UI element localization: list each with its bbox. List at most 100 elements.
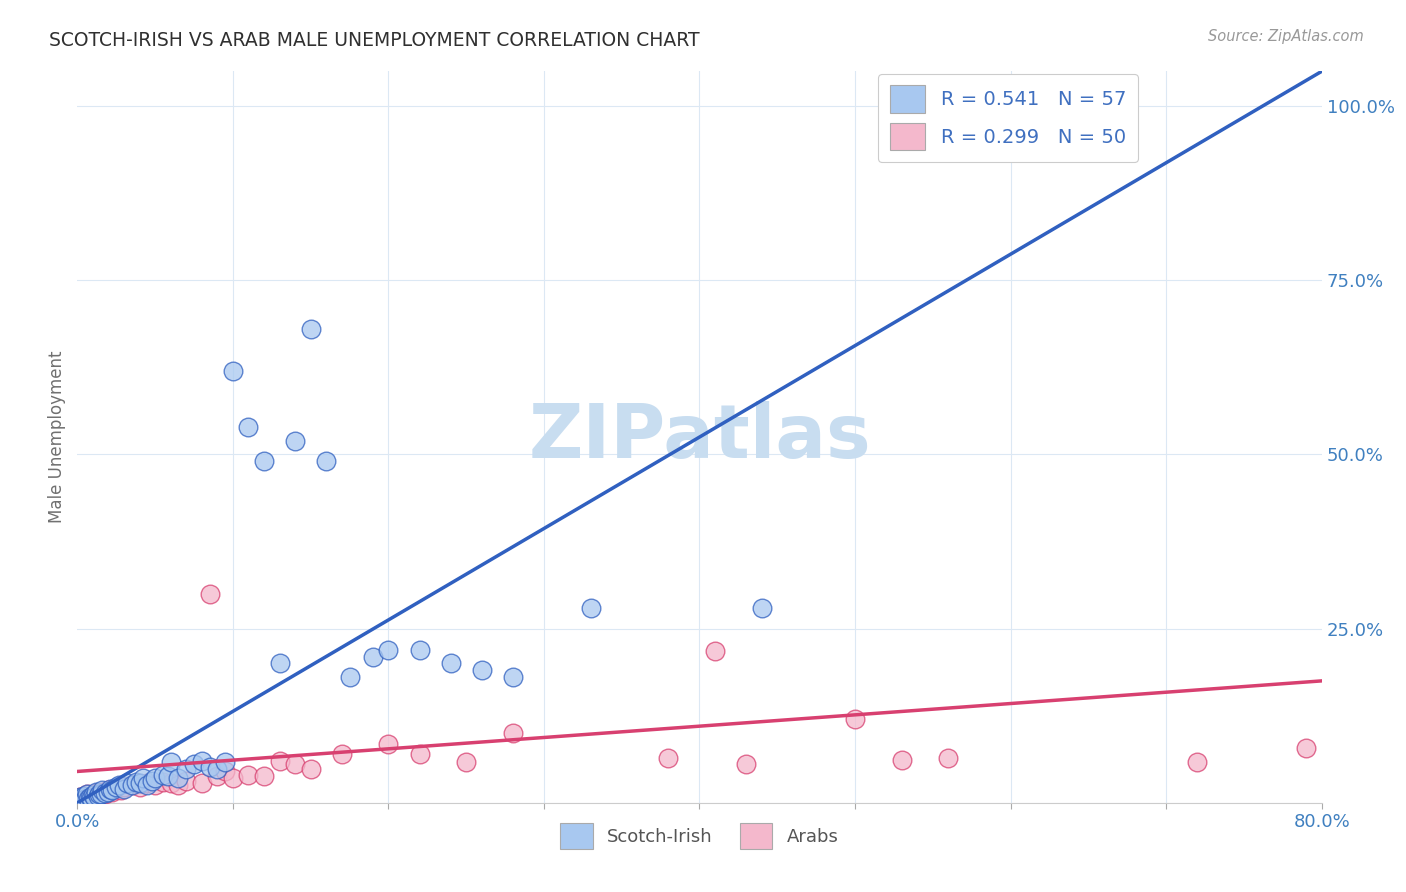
Point: [112, 781, 135, 796]
Point: [141, 773, 163, 788]
Point: [67, 792, 90, 806]
Point: [408, 642, 430, 657]
Point: [94, 787, 117, 801]
Point: [72, 789, 94, 803]
Point: [330, 747, 353, 761]
Point: [152, 775, 174, 789]
Point: [183, 757, 205, 772]
Point: [159, 776, 181, 790]
Point: [83, 790, 105, 805]
Point: [97, 783, 120, 797]
Point: [98, 781, 121, 796]
Point: [80, 791, 103, 805]
Point: [152, 768, 174, 782]
Point: [110, 783, 132, 797]
Point: [207, 769, 229, 783]
Point: [253, 769, 276, 783]
Point: [299, 763, 322, 777]
Point: [936, 750, 959, 764]
Point: [361, 649, 384, 664]
Point: [190, 776, 214, 790]
Point: [121, 778, 143, 792]
Point: [82, 788, 104, 802]
Point: [79, 789, 101, 804]
Point: [90, 788, 112, 802]
Point: [844, 712, 866, 726]
Point: [70, 793, 93, 807]
Point: [657, 750, 679, 764]
Point: [128, 776, 150, 790]
Point: [115, 776, 138, 790]
Point: [214, 764, 236, 779]
Point: [84, 786, 107, 800]
Point: [80, 791, 103, 805]
Point: [198, 759, 221, 773]
Point: [1295, 741, 1317, 756]
Point: [75, 791, 97, 805]
Point: [125, 775, 148, 789]
Point: [86, 789, 108, 803]
Point: [377, 737, 399, 751]
Point: [136, 776, 159, 790]
Text: ZIPatlas: ZIPatlas: [529, 401, 870, 474]
Point: [167, 772, 190, 786]
Point: [198, 587, 221, 601]
Point: [79, 789, 101, 804]
Point: [579, 600, 602, 615]
Point: [77, 792, 100, 806]
Point: [136, 778, 159, 792]
Point: [97, 785, 120, 799]
Point: [108, 778, 131, 792]
Point: [143, 778, 166, 792]
Point: [735, 757, 758, 772]
Point: [159, 756, 181, 770]
Point: [67, 792, 90, 806]
Point: [1185, 756, 1208, 770]
Point: [105, 780, 128, 795]
Point: [91, 783, 114, 797]
Point: [69, 790, 91, 805]
Point: [751, 600, 773, 615]
Point: [502, 726, 524, 740]
Point: [75, 791, 97, 805]
Point: [471, 664, 494, 678]
Point: [238, 419, 260, 434]
Point: [222, 772, 245, 786]
Point: [222, 364, 245, 378]
Point: [339, 670, 361, 684]
Point: [143, 772, 166, 786]
Point: [253, 454, 276, 468]
Point: [87, 787, 110, 801]
Point: [315, 454, 337, 468]
Point: [456, 756, 478, 770]
Point: [77, 792, 100, 806]
Point: [214, 756, 236, 770]
Point: [190, 754, 214, 768]
Point: [94, 786, 117, 800]
Point: [156, 769, 179, 783]
Point: [91, 785, 114, 799]
Point: [69, 790, 91, 805]
Point: [299, 322, 322, 336]
Legend: Scotch-Irish, Arabs: Scotch-Irish, Arabs: [553, 816, 846, 856]
Point: [238, 768, 260, 782]
Point: [408, 747, 430, 761]
Point: [72, 789, 94, 803]
Point: [87, 789, 110, 803]
Point: [284, 434, 307, 448]
Point: [131, 772, 153, 786]
Point: [84, 785, 107, 799]
Point: [100, 785, 122, 799]
Point: [100, 783, 122, 797]
Point: [128, 780, 150, 795]
Text: SCOTCH-IRISH VS ARAB MALE UNEMPLOYMENT CORRELATION CHART: SCOTCH-IRISH VS ARAB MALE UNEMPLOYMENT C…: [49, 31, 700, 50]
Point: [269, 754, 291, 768]
Point: [121, 778, 143, 792]
Point: [76, 788, 98, 802]
Point: [167, 778, 190, 792]
Point: [377, 642, 399, 657]
Point: [112, 780, 135, 795]
Point: [890, 753, 912, 767]
Point: [207, 763, 229, 777]
Point: [82, 788, 104, 802]
